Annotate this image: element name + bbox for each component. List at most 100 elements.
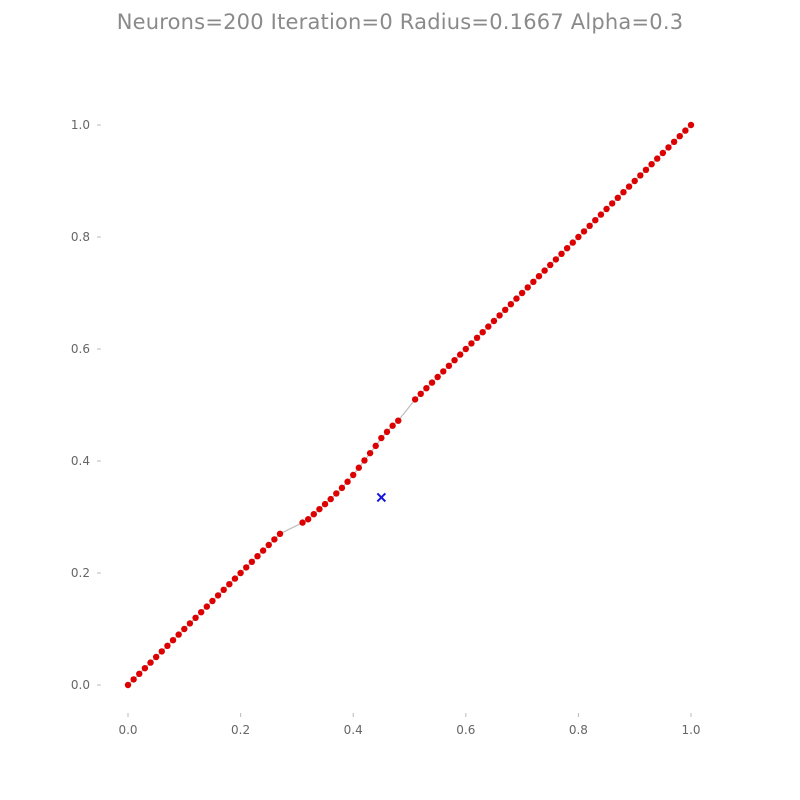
neuron-point — [147, 659, 154, 666]
neuron-point — [496, 312, 503, 319]
neuron-point — [350, 471, 357, 479]
neuron-point — [603, 205, 610, 213]
neuron-point — [530, 278, 537, 285]
neuron-point — [361, 457, 368, 464]
neuron-point — [513, 295, 520, 302]
neuron-point — [130, 676, 137, 683]
neuron-point — [507, 301, 515, 308]
neuron-point — [136, 670, 143, 677]
neuron-point — [237, 569, 244, 577]
neuron-point — [524, 284, 531, 291]
neuron-point — [518, 289, 526, 297]
neuron-point — [203, 603, 211, 610]
neuron-point — [541, 267, 548, 274]
neuron-point — [558, 250, 565, 257]
neuron-point — [479, 329, 486, 336]
neuron-point — [192, 614, 199, 621]
neuron-point — [209, 597, 216, 605]
y-tick-label: 0.0 — [71, 678, 90, 692]
sample-marker-stroke — [376, 492, 387, 503]
neuron-point — [231, 575, 239, 582]
neuron-point — [687, 121, 695, 129]
neuron-point — [563, 245, 571, 252]
neuron-point — [265, 541, 272, 549]
neuron-point — [372, 442, 379, 450]
neuron-point — [676, 133, 683, 140]
neuron-point — [248, 558, 256, 565]
neuron-point — [468, 340, 475, 347]
neuron-point — [586, 222, 593, 229]
neuron-point — [259, 547, 267, 554]
neuron-point — [423, 385, 430, 392]
neuron-point — [310, 511, 317, 518]
chart-title: Neurons=200 Iteration=0 Radius=0.1667 Al… — [116, 10, 684, 34]
neuron-point — [197, 609, 205, 616]
neuron-point — [316, 505, 323, 513]
neuron-point — [141, 665, 149, 672]
neuron-point — [327, 495, 334, 503]
neuron-point — [592, 217, 599, 224]
neuron-point — [440, 368, 447, 375]
neuron-point — [164, 642, 171, 649]
neuron-point — [428, 379, 436, 386]
neuron-point — [417, 390, 424, 397]
x-tick-label: 0.6 — [456, 723, 475, 737]
neuron-point — [152, 653, 160, 661]
neuron-point — [451, 357, 458, 364]
neuron-point — [158, 648, 165, 655]
neuron-point — [299, 519, 306, 526]
neuron-point — [631, 177, 638, 185]
neuron-point — [304, 516, 312, 523]
x-tick-label: 0.2 — [231, 723, 250, 737]
neuron-point — [659, 149, 667, 157]
y-tick-label: 0.2 — [71, 566, 90, 580]
neuron-point — [642, 166, 650, 173]
neuron-point — [124, 681, 132, 689]
neuron-point — [620, 189, 627, 196]
neuron-point — [181, 625, 188, 633]
neuron-point — [625, 183, 633, 190]
y-tick-label: 1.0 — [71, 118, 90, 132]
neuron-point — [214, 592, 222, 599]
neuron-point — [462, 345, 469, 353]
neuron-point — [552, 256, 560, 263]
neuron-point — [580, 228, 588, 235]
neuron-point — [614, 194, 622, 201]
neuron-point — [547, 261, 554, 269]
y-tick-label: 0.4 — [71, 454, 90, 468]
neuron-point — [395, 417, 402, 424]
neuron-point — [670, 138, 678, 145]
neuron-point — [243, 564, 250, 571]
neuron-point — [665, 144, 672, 151]
neuron-point — [186, 620, 194, 627]
neuron-point — [411, 396, 419, 403]
neuron-point — [648, 161, 655, 168]
sample-marker — [376, 492, 387, 503]
neuron-point — [502, 306, 509, 313]
neuron-point — [535, 273, 543, 280]
neuron-point — [271, 536, 278, 543]
neuron-point — [456, 351, 464, 358]
neuron-point — [226, 581, 233, 588]
neuron-point — [338, 484, 346, 492]
neuron-point — [608, 200, 616, 207]
neuron-point — [220, 586, 227, 593]
x-tick-label: 0.0 — [118, 723, 137, 737]
neuron-point — [473, 334, 481, 341]
x-tick-label: 1.0 — [681, 723, 700, 737]
y-tick-label: 0.8 — [71, 230, 90, 244]
neuron-point — [389, 422, 396, 429]
y-tick-label: 0.6 — [71, 342, 90, 356]
neuron-point — [276, 530, 284, 537]
neuron-point — [575, 233, 582, 241]
neuron-point — [378, 434, 385, 442]
neuron-point — [175, 631, 182, 638]
neuron-point — [654, 155, 661, 162]
neuron-point — [383, 428, 391, 436]
neuron-point — [333, 490, 340, 497]
neuron-point — [682, 127, 689, 134]
neuron-point — [366, 449, 374, 457]
neuron-point — [485, 323, 492, 330]
neuron-point — [569, 239, 576, 246]
neuron-point — [321, 500, 329, 508]
